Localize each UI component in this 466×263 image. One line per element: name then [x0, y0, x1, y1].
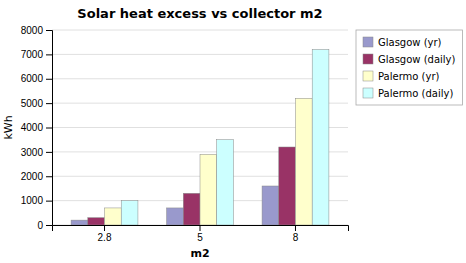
bar	[121, 201, 138, 225]
legend-item: Palermo (yr)	[363, 71, 440, 82]
x-axis: 2.8 5 8	[53, 225, 349, 243]
y-tick-mark	[46, 79, 52, 80]
bar	[88, 218, 105, 225]
y-tick-mark	[46, 30, 52, 31]
legend-swatch	[363, 37, 373, 47]
legend: Glasgow (yr) Glasgow (daily) Palermo (yr) P…	[356, 30, 462, 105]
y-tick: 0	[37, 220, 52, 231]
x-tick: 2.8	[98, 225, 112, 243]
y-tick-mark	[46, 54, 52, 55]
x-tick-label: 5	[197, 232, 203, 243]
y-tick-label: 3000	[21, 147, 44, 158]
grid-line	[52, 54, 348, 55]
y-axis: 0 1000 2000 3000 4000 5000 6000 7000 8000	[21, 25, 53, 231]
bar	[200, 154, 217, 225]
y-tick: 2000	[21, 171, 52, 182]
bars	[71, 50, 329, 226]
bar	[167, 208, 184, 225]
bar-series	[105, 98, 313, 225]
y-tick: 3000	[21, 147, 52, 158]
x-axis-line	[53, 226, 349, 232]
x-tick: 5	[197, 225, 203, 243]
plot: 2.8 5 8 0 1000 2000 3000 4000 5000 6000 7000 8000	[21, 25, 349, 243]
bar-series	[88, 147, 296, 225]
bar	[312, 50, 329, 226]
bar	[217, 140, 234, 225]
y-tick-label: 6000	[21, 73, 44, 84]
legend-item: Glasgow (yr)	[363, 37, 442, 48]
legend-swatch	[363, 88, 373, 98]
bar-series	[71, 186, 279, 225]
bar	[105, 208, 122, 225]
y-tick-mark	[46, 103, 52, 104]
y-tick-mark	[46, 201, 52, 202]
legend-frame	[356, 30, 462, 105]
bar	[279, 147, 296, 225]
legend-label: Glasgow (yr)	[378, 37, 442, 48]
y-tick: 4000	[21, 122, 52, 133]
y-tick-mark	[46, 225, 52, 226]
bar-series	[121, 50, 329, 226]
y-tick-mark	[46, 128, 52, 129]
x-tick-label: 2.8	[98, 232, 112, 243]
y-tick: 1000	[21, 195, 52, 206]
bar	[183, 193, 200, 225]
x-tick-label: 8	[293, 232, 299, 243]
y-axis-title: kWh	[2, 115, 15, 139]
y-tick-label: 1000	[21, 195, 44, 206]
bar	[262, 186, 279, 225]
y-tick: 7000	[21, 49, 52, 60]
y-tick-label: 2000	[21, 171, 44, 182]
y-tick: 5000	[21, 98, 52, 109]
y-tick-mark	[46, 176, 52, 177]
y-tick-mark	[46, 152, 52, 153]
legend-item: Glasgow (daily)	[363, 54, 456, 65]
x-axis-title: m2	[190, 247, 209, 260]
y-tick-label: 5000	[21, 98, 44, 109]
y-tick-label: 0	[37, 220, 43, 231]
grid-line	[52, 30, 348, 31]
x-tick-mark	[104, 225, 105, 231]
grid	[52, 30, 348, 225]
y-tick-label: 7000	[21, 49, 44, 60]
y-tick: 8000	[21, 25, 52, 36]
x-tick: 8	[293, 225, 299, 243]
bar	[295, 98, 312, 225]
grid-line	[52, 78, 348, 79]
legend-swatch	[363, 71, 373, 81]
y-tick-label: 4000	[21, 122, 44, 133]
y-tick: 6000	[21, 73, 52, 84]
legend-label: Palermo (daily)	[378, 88, 453, 99]
legend-swatch	[363, 54, 373, 64]
legend-label: Glasgow (daily)	[378, 54, 456, 65]
y-axis-line	[46, 31, 53, 226]
y-tick-label: 8000	[21, 25, 44, 36]
chart: 2.8 5 8 0 1000 2000 3000 4000 5000 6000 7000 8000 So…	[0, 0, 466, 263]
x-tick-mark	[200, 225, 201, 231]
legend-label: Palermo (yr)	[378, 71, 440, 82]
legend-item: Palermo (daily)	[363, 88, 453, 99]
title: Solar heat excess vs collector m2	[77, 6, 322, 21]
x-tick-mark	[295, 225, 296, 231]
bar	[71, 220, 88, 225]
